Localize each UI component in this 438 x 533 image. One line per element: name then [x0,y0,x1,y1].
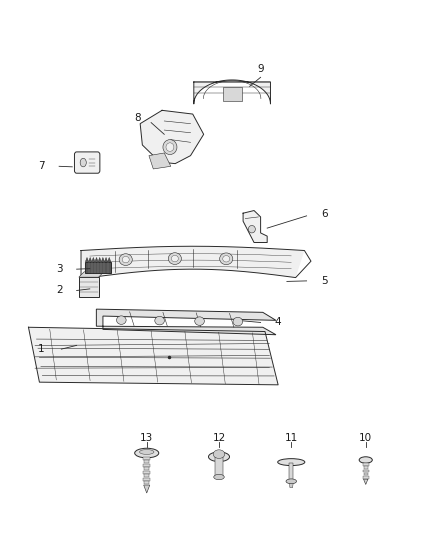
FancyBboxPatch shape [144,474,149,478]
Polygon shape [101,257,105,262]
Polygon shape [95,257,98,262]
Ellipse shape [248,225,255,233]
Text: 6: 6 [321,209,328,219]
Polygon shape [79,272,104,277]
FancyBboxPatch shape [289,463,293,481]
FancyBboxPatch shape [363,463,368,466]
Polygon shape [149,153,171,169]
Ellipse shape [213,450,225,458]
FancyBboxPatch shape [143,464,150,467]
FancyBboxPatch shape [74,152,100,173]
Ellipse shape [214,474,224,480]
Ellipse shape [223,256,230,262]
FancyBboxPatch shape [215,457,223,477]
Text: 9: 9 [257,64,264,74]
Polygon shape [85,257,88,262]
FancyBboxPatch shape [143,478,150,481]
Ellipse shape [117,316,126,325]
Ellipse shape [122,256,129,263]
Polygon shape [243,211,267,243]
Text: 8: 8 [134,114,141,123]
Ellipse shape [135,448,159,458]
FancyBboxPatch shape [79,277,99,297]
Polygon shape [108,257,111,262]
FancyBboxPatch shape [364,466,368,469]
Text: 13: 13 [140,433,153,443]
Ellipse shape [80,158,86,167]
Polygon shape [98,257,101,262]
Text: 2: 2 [56,286,63,295]
Polygon shape [105,257,108,262]
Polygon shape [28,327,278,385]
Ellipse shape [171,255,178,262]
Ellipse shape [163,140,177,155]
Ellipse shape [168,253,181,264]
Polygon shape [92,257,95,262]
Text: 11: 11 [285,433,298,443]
Polygon shape [364,479,368,484]
Polygon shape [289,481,293,488]
Text: 5: 5 [321,276,328,286]
Ellipse shape [359,457,372,463]
FancyBboxPatch shape [143,471,150,474]
Polygon shape [96,309,276,335]
Text: 10: 10 [359,433,372,443]
FancyBboxPatch shape [363,470,368,472]
Ellipse shape [278,458,305,466]
Text: 3: 3 [56,264,63,274]
FancyBboxPatch shape [144,467,149,470]
Polygon shape [194,80,271,104]
FancyBboxPatch shape [144,481,149,484]
FancyBboxPatch shape [223,87,242,101]
Polygon shape [81,246,304,278]
FancyBboxPatch shape [363,476,368,479]
Ellipse shape [219,253,233,265]
Ellipse shape [155,317,164,325]
Text: 4: 4 [275,318,282,327]
Ellipse shape [166,143,174,151]
FancyBboxPatch shape [143,457,150,460]
Text: 7: 7 [38,161,45,171]
FancyBboxPatch shape [144,461,149,463]
Ellipse shape [233,317,243,326]
Ellipse shape [208,452,230,462]
Ellipse shape [139,450,154,454]
FancyBboxPatch shape [364,473,368,475]
Polygon shape [88,257,92,262]
Text: 12: 12 [212,433,226,443]
Text: 1: 1 [38,344,45,354]
Polygon shape [144,485,150,493]
FancyBboxPatch shape [85,262,111,273]
Ellipse shape [286,479,297,484]
Ellipse shape [119,254,132,265]
Polygon shape [140,110,204,164]
Ellipse shape [195,317,205,325]
